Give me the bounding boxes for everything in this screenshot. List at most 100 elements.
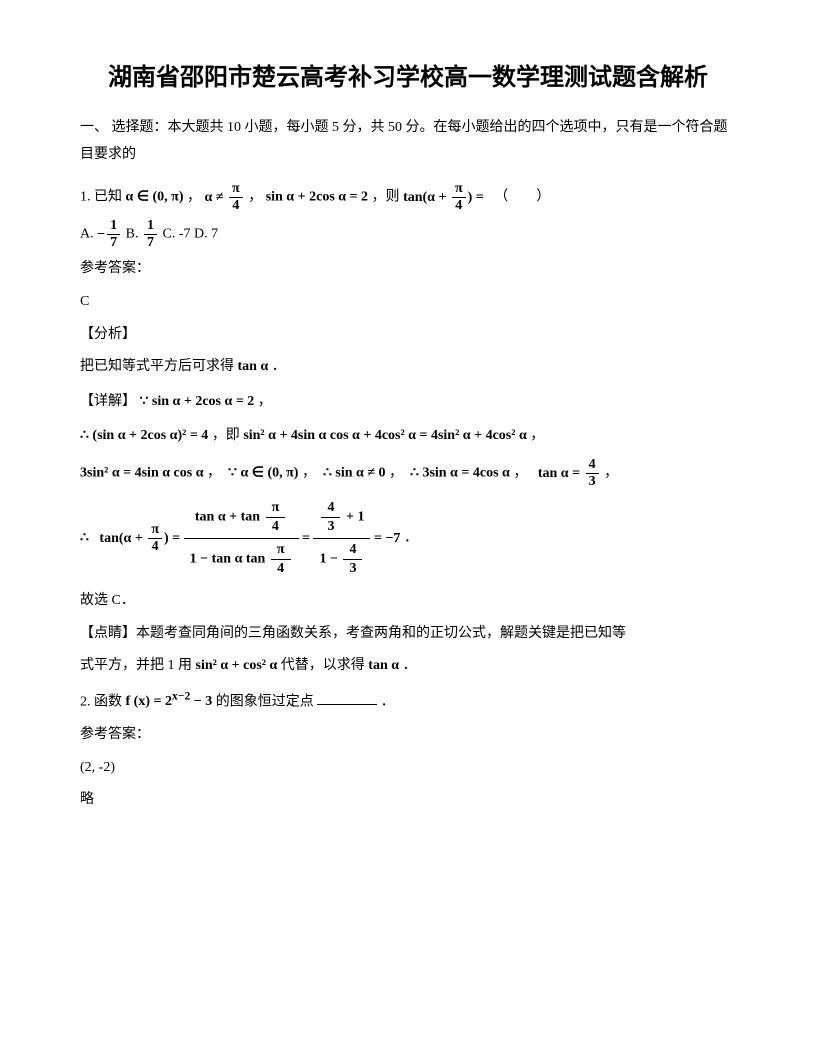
q1-detail-row2: ∴ (sin α + 2cos α)² = 4 ，即 sin² α + 4sin… — [80, 423, 736, 450]
q1-detail-row3: 3sin² α = 4sin α cos α ， ∵ α ∈ (0, π) ， … — [80, 458, 736, 489]
q1-cond-again: α ∈ (0, π) — [240, 466, 298, 481]
q2-suffix: 的图象恒过定点 — [216, 694, 314, 709]
q1-detail-label: 【详解】 — [80, 394, 136, 409]
q1-therefore-1: ∴ — [80, 428, 89, 443]
q1-tana-den: 3 — [586, 474, 599, 489]
q1-period-1: ． — [272, 359, 286, 374]
q1-ask-suffix: ) = — [468, 190, 488, 205]
q1-tana-2: tan α — [368, 658, 399, 673]
q1-tan-exp-lhs: tan(α + — [99, 531, 146, 546]
q1-comma-6: ， — [513, 466, 527, 481]
q1-cond3: sin α + 2cos α = 2 — [266, 190, 368, 205]
q1-therefore-2: ∴ — [323, 466, 332, 481]
q1-cond2-lhs: α ≠ — [205, 190, 228, 205]
q1-eq5: 3sin α = 4cos α — [422, 466, 509, 481]
q1-sin2cos2: sin² α + cos² α — [196, 658, 278, 673]
q1-cond1: α ∈ (0, π) — [126, 190, 184, 205]
q1-comma-2: ， — [530, 428, 544, 443]
q1-four-2: 4 — [452, 198, 466, 213]
q1-dj-1: 本题考查同角间的三角函数关系，考查两角和的正切公式，解题关键是把已知等 — [136, 626, 626, 641]
q1-detail-row4: ∴ tan(α + π4) = tan α + tan π4 1 − tan α… — [80, 497, 736, 580]
page-title: 湖南省邵阳市楚云高考补习学校高一数学理测试题含解析 — [80, 60, 736, 97]
q1-period-2: ． — [404, 531, 418, 546]
q1-optD: D. 7 — [194, 227, 218, 242]
q2-prefix: 2. 函数 — [80, 694, 122, 709]
q1-optB-label: B. — [126, 227, 142, 242]
q1-tan-exp-mid: ) = — [164, 531, 184, 546]
q1-cond2: α ≠ π4 — [205, 190, 249, 205]
q1-tana-frac: 43 — [584, 458, 601, 489]
q1-detail-row1: 【详解】 ∵ sin α + 2cos α = 2 ， — [80, 389, 736, 416]
q2-func-base: f (x) = 2 — [126, 694, 172, 709]
q1-analysis-text: 把已知等式平方后可求得 tan α ． — [80, 354, 736, 381]
q1-stem: 1. 已知 α ∈ (0, π) ， α ≠ π4 ， sin α + 2cos… — [80, 182, 736, 213]
q1-analysis-label: 【分析】 — [80, 322, 736, 349]
q1-optB-num: 1 — [144, 219, 157, 235]
q1-comma-4: ， — [302, 466, 316, 481]
q1-pi4-2: π4 — [450, 182, 468, 213]
q1-pi4-5: π4 — [269, 541, 293, 578]
q1-pi-1: π — [229, 182, 243, 198]
q1-eq2: (sin α + 2cos α)² = 4 — [92, 428, 208, 443]
q1-analysis-1: 把已知等式平方后可求得 — [80, 359, 234, 374]
q1-optB-den: 7 — [144, 235, 157, 250]
q1-pi-5: π — [271, 541, 291, 560]
q1-tan-formula: tan α + tan π4 1 − tan α tan π4 — [184, 497, 299, 580]
q1-paren: （ ） — [494, 190, 550, 205]
q1-then: ，则 — [372, 190, 400, 205]
q1-tan-numeric: 43 + 1 1 − 43 — [313, 497, 370, 580]
q1-detail-eq1: sin α + 2cos α = 2 — [152, 394, 254, 409]
q1-since-2: ∵ — [228, 466, 237, 481]
q1-sep1: ， — [187, 190, 201, 205]
q1-answer-label: 参考答案： — [80, 256, 736, 283]
q1-pi4-4: π4 — [264, 499, 288, 536]
q1-therefore-4: ∴ — [80, 531, 89, 546]
q1-ask: tan(α + π4) = — [403, 190, 487, 205]
q1-comma-7: ， — [604, 466, 618, 481]
q2-blank — [317, 692, 377, 706]
q2-lue: 略 — [80, 787, 736, 814]
q1-pi4-3: π4 — [146, 523, 164, 554]
q1-tana-eq: tan α = 43 — [538, 466, 604, 481]
q1-comma-1: ， — [258, 394, 272, 409]
q1-pi-4: π — [266, 499, 286, 518]
q1-since-1: ∵ — [140, 394, 149, 409]
q1-answer: C — [80, 289, 736, 316]
q1-43-bot: 43 — [341, 541, 364, 578]
q1-ji: ，即 — [212, 428, 240, 443]
q1-tana-eq-lhs: tan α = — [538, 466, 584, 481]
q1-optB-val: 17 — [142, 227, 163, 242]
q1-43b-den: 3 — [343, 560, 362, 578]
q1-dj-2a: 式平方，并把 1 用 — [80, 658, 192, 673]
q1-four-4: 4 — [266, 518, 286, 536]
q1-optA-label: A. — [80, 227, 97, 242]
q1-period-3: ． — [403, 658, 417, 673]
q1-pi4-1: π4 — [227, 182, 245, 213]
q1-eq4: 3sin² α = 4sin α cos α — [80, 466, 204, 481]
q1-guxuan: 故选 C． — [80, 588, 736, 615]
q1-43t-den: 3 — [321, 518, 340, 536]
q1-ask-prefix: tan(α + — [403, 190, 450, 205]
q1-therefore-3: ∴ — [410, 466, 419, 481]
q2-func-exp: x−2 — [172, 690, 190, 703]
q1-eq3: sin² α + 4sin α cos α + 4cos² α = 4sin² … — [243, 428, 526, 443]
q1-dj-label: 【点睛】 — [80, 626, 136, 641]
q1-tan-num-text: tan α + tan — [195, 510, 264, 525]
q1-optA-val: −17 — [97, 227, 125, 242]
q1-dianjing-2: 式平方，并把 1 用 sin² α + cos² α 代替，以求得 tan α … — [80, 653, 736, 680]
q1-dianjing: 【点睛】本题考查同角间的三角函数关系，考查两角和的正切公式，解题关键是把已知等 — [80, 621, 736, 648]
q2-stem: 2. 函数 f (x) = 2x−2 − 3 的图象恒过定点 ． — [80, 686, 736, 716]
q1-optA-sign: − — [97, 227, 105, 242]
q1-tan-expand: tan(α + π4) = tan α + tan π4 1 − tan α t… — [99, 531, 404, 546]
section-1-header: 一、 选择题：本大题共 10 小题，每小题 5 分，共 50 分。在每小题给出的… — [80, 115, 736, 168]
q1-pi-2: π — [452, 182, 466, 198]
q2-answer: (2, -2) — [80, 755, 736, 782]
q1-43-top: 43 — [319, 499, 342, 536]
q2-func-m3: − 3 — [190, 694, 212, 709]
q1-eq-minus7: = −7 — [374, 531, 400, 546]
q2-func: f (x) = 2x−2 − 3 — [126, 694, 216, 709]
q1-43b-num: 4 — [343, 541, 362, 560]
q1-tana-1: tan α — [238, 359, 269, 374]
q1-optB-frac: 17 — [142, 219, 159, 250]
q1-optA-num: 1 — [107, 219, 120, 235]
